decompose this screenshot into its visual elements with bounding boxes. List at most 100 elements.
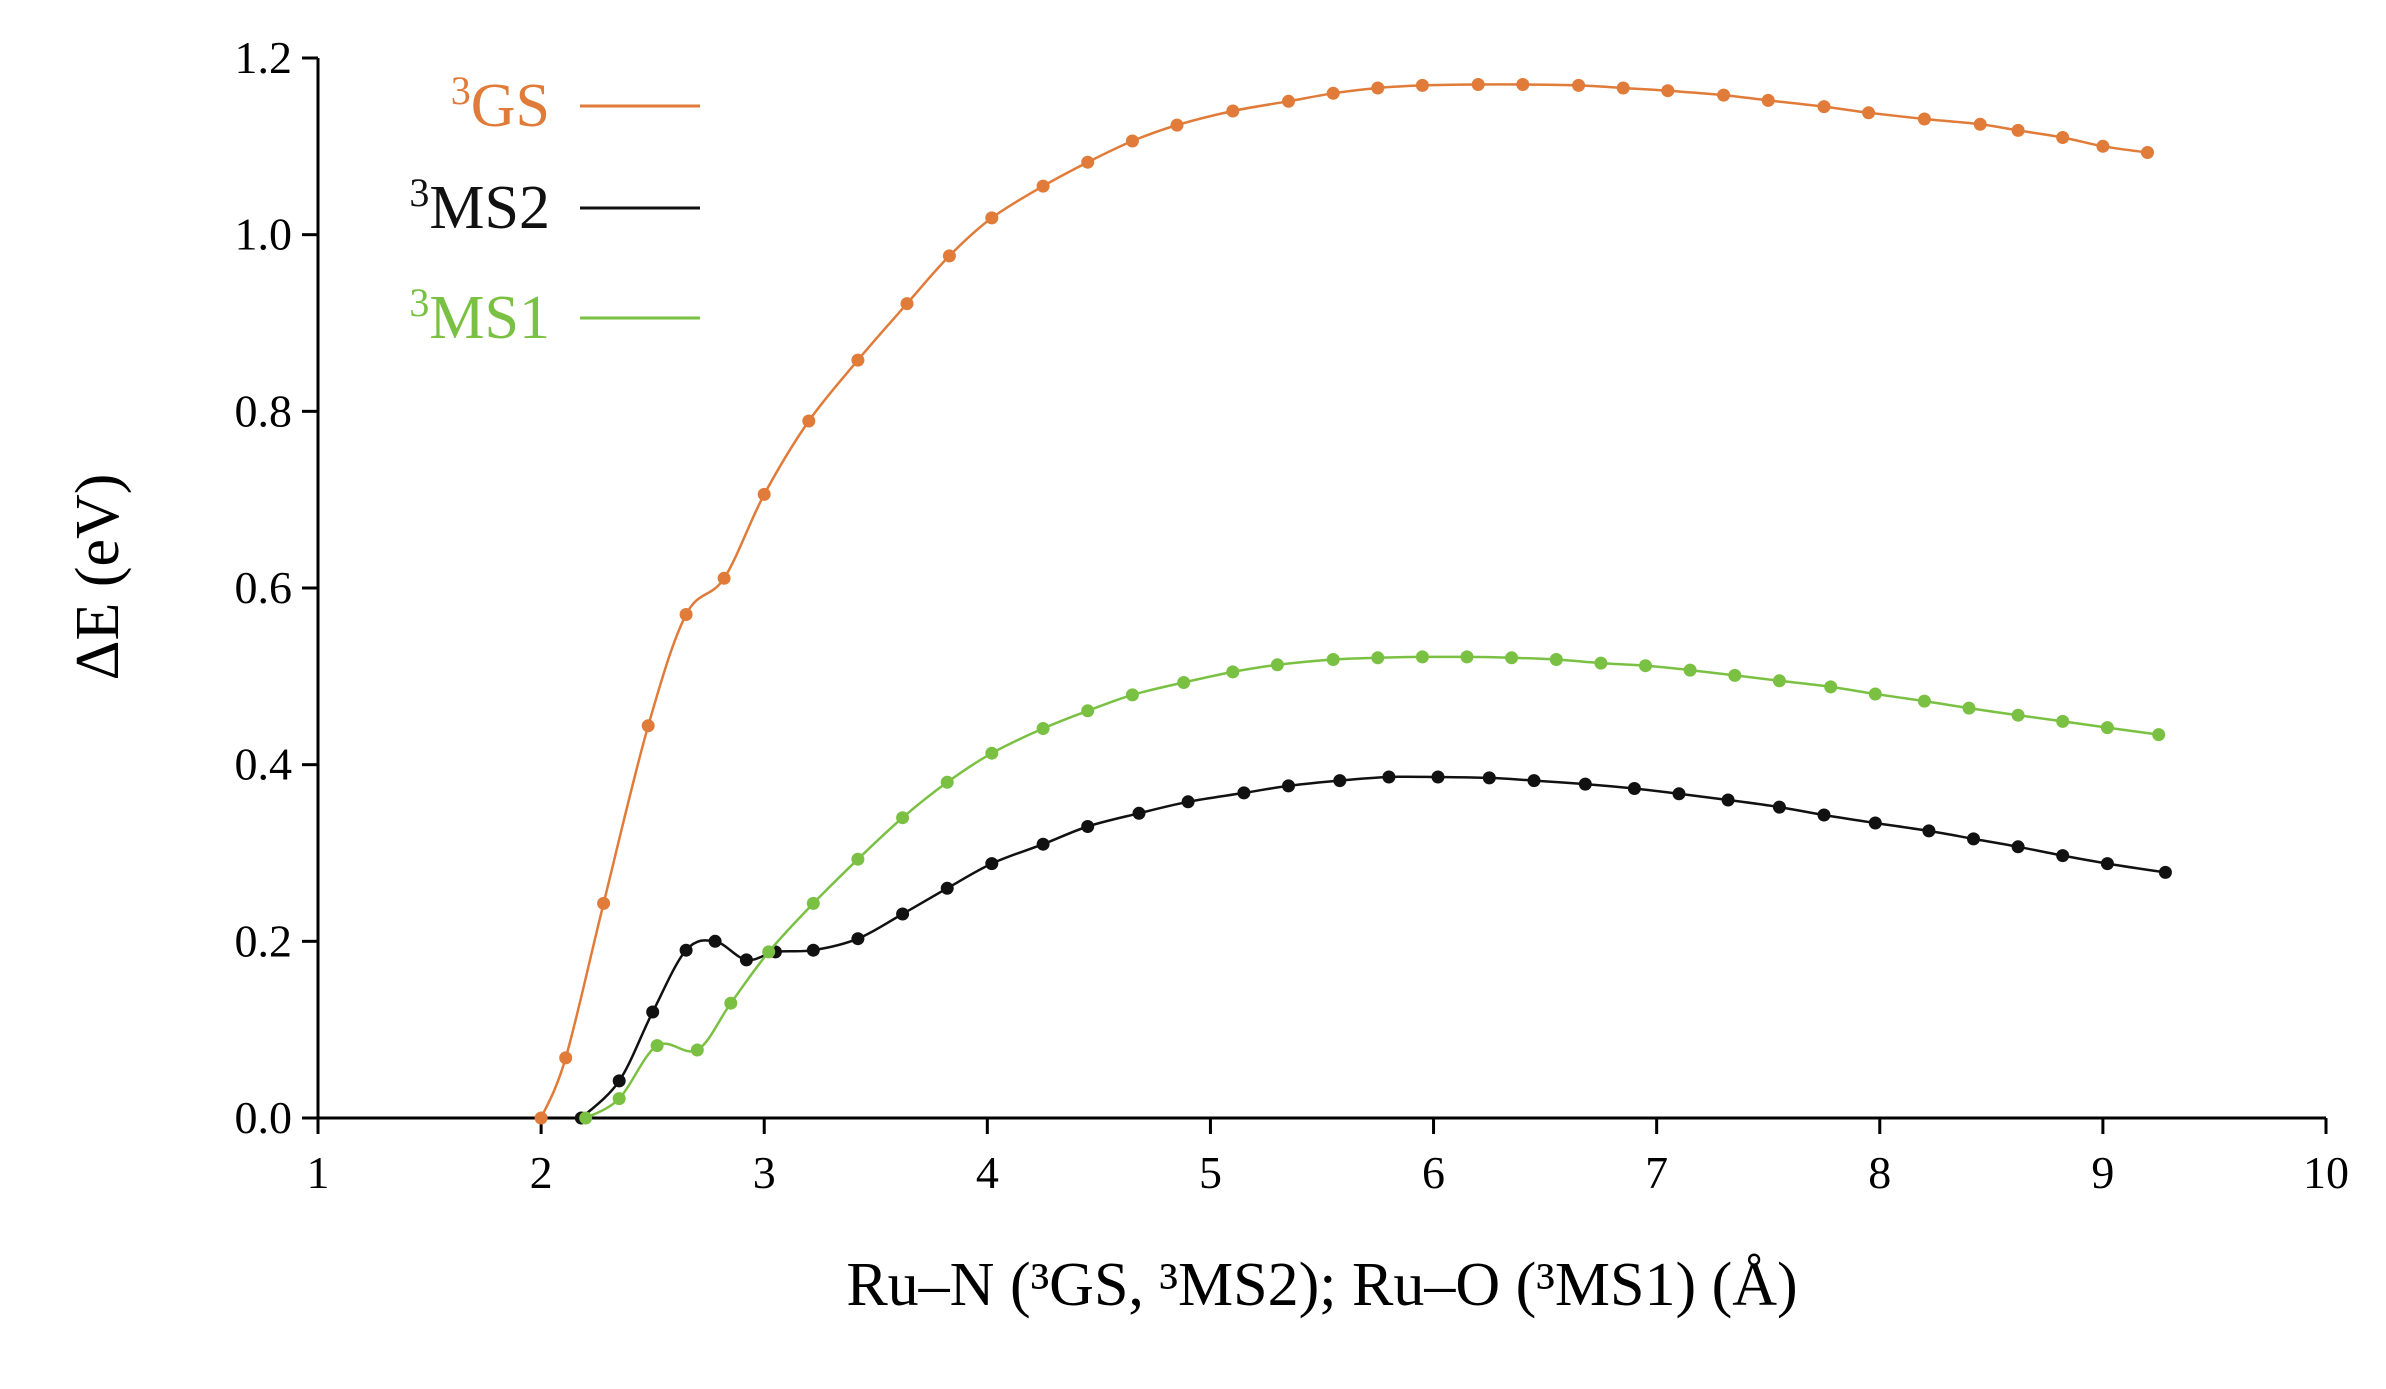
series-3 xyxy=(579,650,2166,1125)
data-point xyxy=(1917,112,1931,126)
legend-label: 3GS xyxy=(451,68,550,140)
data-point xyxy=(1081,155,1095,169)
data-point xyxy=(1282,94,1295,108)
x-axis-title: Ru–N (³GS, ³MS2); Ru–O (³MS1) (Å) xyxy=(846,1251,1797,1319)
data-point xyxy=(2056,131,2070,144)
data-point xyxy=(1505,651,1519,665)
data-point xyxy=(679,943,693,957)
data-point xyxy=(1527,774,1541,788)
data-point xyxy=(650,1039,664,1053)
data-point xyxy=(1170,118,1184,132)
data-point xyxy=(806,896,820,910)
data-point xyxy=(2011,708,2025,722)
x-tick-label: 10 xyxy=(2303,1147,2349,1198)
data-point xyxy=(1772,674,1786,688)
data-point xyxy=(985,857,999,871)
data-point xyxy=(1036,722,1050,735)
data-point xyxy=(1772,800,1786,814)
data-point xyxy=(851,852,865,866)
data-point xyxy=(2158,865,2172,879)
data-point xyxy=(1181,795,1195,809)
data-point xyxy=(2056,714,2070,728)
data-point xyxy=(1817,100,1831,114)
data-point xyxy=(1672,787,1686,801)
data-point xyxy=(1639,659,1652,673)
data-point xyxy=(1868,816,1882,830)
series-line xyxy=(539,83,2148,1119)
data-point xyxy=(1371,651,1385,665)
data-point xyxy=(1132,806,1146,820)
data-point xyxy=(679,608,693,621)
data-point xyxy=(1627,782,1641,795)
data-point xyxy=(1270,658,1284,672)
data-point xyxy=(1081,704,1095,718)
y-tick-label: 0.4 xyxy=(235,739,293,790)
data-point xyxy=(1922,824,1936,838)
legend-label: 3MS1 xyxy=(409,280,550,352)
x-tick-label: 7 xyxy=(1645,1147,1668,1198)
data-point xyxy=(690,1043,704,1057)
data-point xyxy=(1036,837,1050,851)
data-point xyxy=(1081,820,1095,833)
data-point xyxy=(1326,653,1340,666)
x-tick-label: 5 xyxy=(1199,1147,1222,1198)
x-tick-label: 8 xyxy=(1868,1147,1891,1198)
data-point xyxy=(1226,104,1240,118)
y-tick-label: 1.0 xyxy=(235,209,293,260)
data-point xyxy=(534,1111,548,1125)
data-point xyxy=(1862,106,1876,120)
data-point xyxy=(1728,668,1742,682)
data-point xyxy=(1326,86,1340,100)
data-point xyxy=(1516,78,1530,91)
data-point xyxy=(1177,676,1191,689)
data-point xyxy=(1036,179,1050,193)
data-point xyxy=(806,943,820,957)
data-point xyxy=(1333,774,1347,788)
data-point xyxy=(1549,653,1563,666)
data-point xyxy=(612,1092,626,1106)
data-point xyxy=(940,881,954,895)
data-point xyxy=(2011,123,2025,137)
data-point xyxy=(1661,84,1675,98)
x-tick-label: 9 xyxy=(2091,1147,2114,1198)
x-tick-label: 6 xyxy=(1422,1147,1445,1198)
data-point xyxy=(2056,849,2070,863)
data-point xyxy=(896,907,910,921)
data-point xyxy=(2141,146,2154,159)
data-point xyxy=(757,487,771,501)
data-point xyxy=(2096,139,2110,153)
x-tick-label: 1 xyxy=(307,1147,330,1198)
data-point xyxy=(1125,134,1139,148)
data-point xyxy=(1868,687,1882,701)
data-point xyxy=(1482,771,1496,785)
data-point xyxy=(1717,88,1731,102)
series-2 xyxy=(574,770,2172,1125)
data-point xyxy=(1415,78,1429,92)
x-tick-label: 2 xyxy=(530,1147,553,1198)
data-point xyxy=(1962,701,1976,715)
y-tick-label: 1.2 xyxy=(235,32,293,83)
data-point xyxy=(1460,650,1474,664)
data-point xyxy=(802,414,816,428)
data-point xyxy=(940,775,954,789)
data-point xyxy=(579,1111,593,1125)
series-line xyxy=(585,655,2159,1120)
data-point xyxy=(1237,786,1251,800)
data-point xyxy=(1824,680,1838,694)
data-point xyxy=(1817,808,1831,822)
data-point xyxy=(1471,78,1485,91)
y-axis-title: ΔE (eV) xyxy=(64,474,132,681)
data-point xyxy=(597,896,611,910)
data-point xyxy=(641,719,655,733)
x-tick-label: 3 xyxy=(753,1147,776,1198)
y-tick-label: 0.8 xyxy=(235,385,293,436)
data-point xyxy=(2100,857,2114,871)
data-point xyxy=(762,945,776,959)
y-tick-label: 0.0 xyxy=(235,1092,293,1143)
data-point xyxy=(739,953,753,967)
data-point xyxy=(717,571,731,585)
series-1 xyxy=(534,78,2154,1125)
data-point xyxy=(1431,770,1445,784)
data-point xyxy=(559,1051,573,1065)
